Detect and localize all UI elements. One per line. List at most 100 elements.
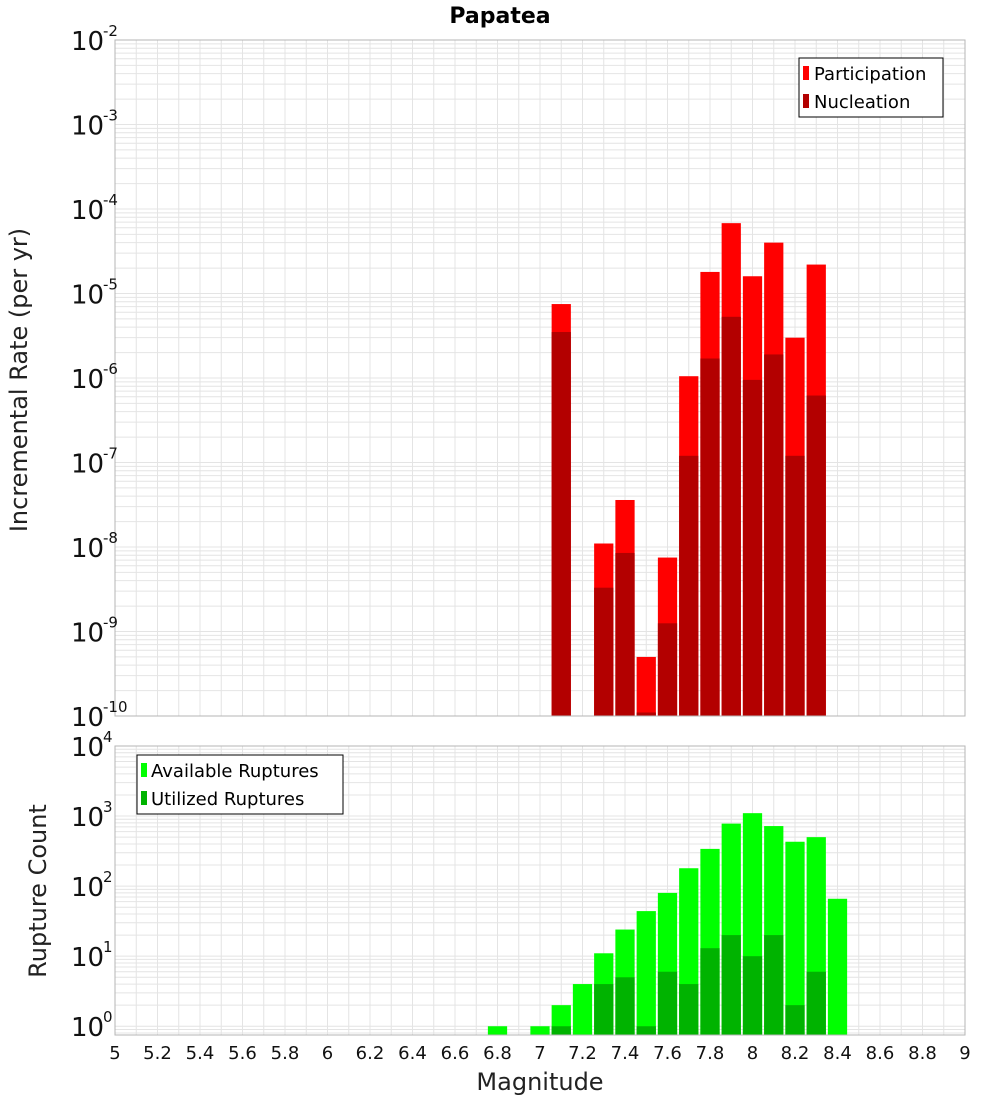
count-bar-utilized-ruptures [594,984,614,1035]
count-bar-utilized-ruptures [742,956,763,1035]
rate-bar-nucleation [594,587,614,716]
count-bar-utilized-ruptures [764,935,784,1035]
count-legend: Available Ruptures Utilized Ruptures [136,754,344,815]
rate-y-tick-label: 10 [71,27,104,57]
x-tick-label: 8 [747,1043,758,1064]
chart-title: Papatea [449,4,550,29]
count-y-tick-exponent: 3 [103,798,113,816]
count-bars [487,813,848,1035]
rate-y-tick-label: 10 [71,619,104,649]
legend-swatch-utilized [141,791,147,805]
rate-y-tick-label: 10 [71,365,104,395]
rate-y-tick-exponent: -3 [103,107,118,125]
rate-bar-nucleation [657,623,678,716]
x-tick-label: 8.2 [781,1043,810,1064]
rate-y-tick-label: 10 [71,281,104,311]
count-bar-utilized-ruptures [657,971,678,1035]
legend-label-participation: Participation [814,64,926,85]
rate-legend: Participation Nucleation [798,57,944,118]
rate-y-tick-exponent: -7 [103,445,118,463]
x-tick-label: 8.6 [866,1043,895,1064]
count-y-tick-exponent: 1 [103,938,113,956]
rate-gridlines [114,39,966,717]
rate-bar-nucleation [721,316,741,716]
rate-y-tick-exponent: -9 [103,614,118,632]
x-tick-label: 6.6 [441,1043,470,1064]
legend-label-utilized: Utilized Ruptures [151,789,304,810]
rate-bar-nucleation [679,455,699,716]
rate-bar-nucleation [742,379,763,716]
count-bar-utilized-ruptures [806,971,826,1035]
count-legend-box [136,754,344,815]
count-y-tick-label: 10 [71,733,104,763]
x-tick-label: 6.8 [483,1043,512,1064]
x-tick-label: 8.4 [823,1043,852,1064]
legend-label-available: Available Ruptures [151,761,319,782]
x-tick-label: 5.2 [143,1043,172,1064]
x-tick-label: 5.8 [271,1043,300,1064]
rate-y-ticks: 10-210-310-410-510-610-710-810-910-10 [71,22,128,733]
rate-bar-nucleation [764,354,784,716]
rate-panel: Papatea 10-210-310-410-510-610-710-810-9… [5,4,966,733]
count-bar-available-ruptures [827,898,848,1035]
rate-bar-nucleation [615,552,635,716]
x-tick-label: 5.4 [186,1043,215,1064]
rate-y-tick-exponent: -6 [103,360,118,378]
legend-swatch-nucleation [803,94,809,108]
x-tick-label: 7.4 [611,1043,640,1064]
x-tick-label: 7.8 [696,1043,725,1064]
rate-y-tick-exponent: -5 [103,276,118,294]
rate-bar-participation [636,656,656,716]
count-y-tick-label: 10 [71,873,104,903]
x-tick-label: 6.4 [398,1043,427,1064]
count-y-tick-label: 10 [71,943,104,973]
rate-y-tick-label: 10 [71,534,104,564]
rate-y-tick-label: 10 [71,112,104,142]
rate-bar-nucleation [551,332,571,716]
x-tick-label: 5 [109,1043,120,1064]
rate-plot-frame [114,39,966,717]
rate-y-tick-exponent: -8 [103,529,118,547]
count-bar-available-ruptures [530,1026,550,1035]
x-tick-label: 7 [534,1043,545,1064]
count-plot-frame [114,745,966,1036]
count-bar-available-ruptures [572,984,593,1035]
count-bar-utilized-ruptures [700,948,720,1035]
rate-legend-box [798,57,944,118]
x-axis-label: Magnitude [476,1068,603,1096]
rate-bar-nucleation [700,358,720,716]
legend-label-nucleation: Nucleation [814,92,910,113]
rate-y-tick-exponent: -10 [103,698,128,716]
count-y-tick-label: 10 [71,803,104,833]
count-y-tick-exponent: 2 [103,868,113,886]
legend-swatch-participation [803,66,809,80]
rate-y-tick-label: 10 [71,450,104,480]
rate-y-axis-label: Incremental Rate (per yr) [5,228,33,532]
rate-y-tick-label: 10 [71,703,104,733]
x-tick-label: 9 [959,1043,970,1064]
count-y-tick-exponent: 4 [103,728,113,746]
x-tick-label: 7.6 [653,1043,682,1064]
rate-bar-nucleation [636,712,656,716]
count-bar-utilized-ruptures [615,977,635,1035]
rate-bar-nucleation [806,395,826,716]
x-tick-label: 6.2 [356,1043,385,1064]
rate-y-tick-exponent: -4 [103,191,118,209]
x-tick-label: 6 [322,1043,333,1064]
count-bar-available-ruptures [785,841,805,1035]
count-bar-utilized-ruptures [721,935,741,1035]
count-y-tick-label: 10 [71,1013,104,1043]
x-tick-label: 5.6 [228,1043,257,1064]
count-bar-utilized-ruptures [551,1026,571,1035]
rate-y-tick-label: 10 [71,196,104,226]
count-bar-utilized-ruptures [785,1005,805,1035]
count-bar-available-ruptures [487,1026,508,1035]
x-tick-label: 8.8 [908,1043,937,1064]
count-y-axis-label: Rupture Count [24,804,52,978]
x-tick-label: 7.2 [568,1043,597,1064]
rate-y-tick-exponent: -2 [103,22,118,40]
count-bar-available-ruptures [636,911,656,1035]
count-y-tick-exponent: 0 [103,1008,113,1026]
